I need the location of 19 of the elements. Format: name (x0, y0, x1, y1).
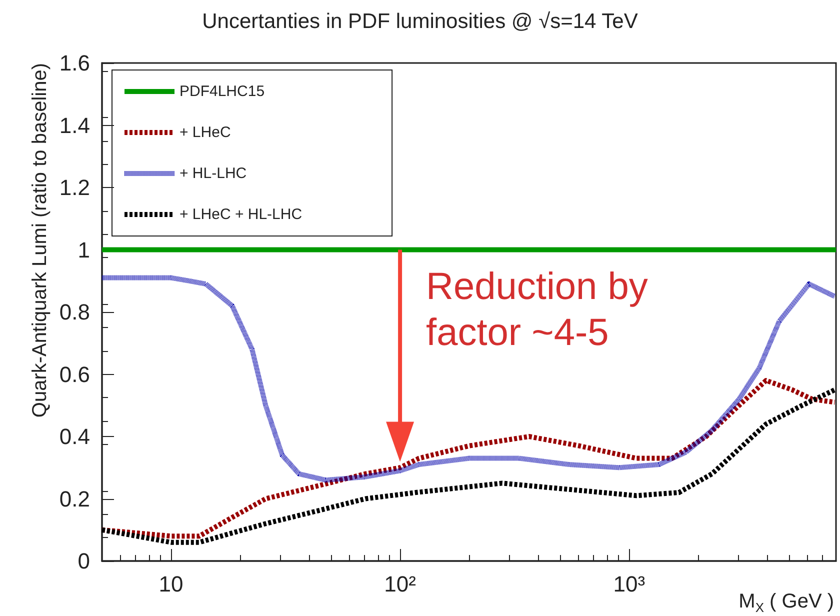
legend-label: + LHeC (180, 124, 231, 141)
x-tick-label: 10³ (613, 572, 646, 596)
y-tick-label: 1.6 (59, 50, 90, 76)
x-tick-label: 10 (158, 572, 184, 596)
y-axis-title: Quark-Antiquark Lumi (ratio to baseline) (29, 63, 51, 418)
legend-label: + LHeC + HL-LHC (180, 206, 302, 223)
y-tick-label: 1.4 (59, 112, 90, 138)
y-tick-label: 0 (78, 548, 90, 574)
x-tick-label: 10² (384, 572, 416, 596)
annotation: Reduction by factor ~4-5 (426, 266, 648, 354)
chart-title: Uncertanties in PDF luminosities @ √s=14 TeV (202, 10, 638, 33)
y-tick-label: 1 (78, 237, 90, 262)
y-tick-label: 0.2 (59, 486, 90, 512)
y-tick-label: 0.6 (59, 362, 90, 387)
y-tick-label: 0.4 (59, 424, 90, 449)
y-tick-label: 0.8 (59, 300, 90, 324)
legend-label: + HL-LHC (180, 165, 247, 182)
y-tick-label: 1.2 (59, 175, 90, 200)
legend-label: PDF4LHC15 (180, 83, 265, 100)
